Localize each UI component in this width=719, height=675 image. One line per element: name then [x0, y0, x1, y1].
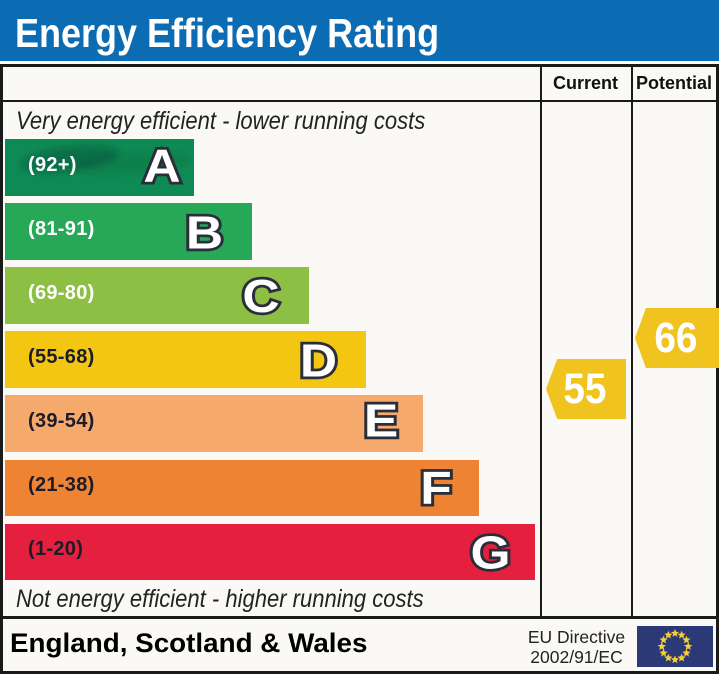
svg-text:A: A [143, 141, 180, 192]
svg-text:F: F [420, 463, 451, 514]
svg-text:C: C [242, 271, 279, 322]
svg-text:G: G [470, 528, 510, 579]
svg-text:E: E [364, 396, 398, 447]
svg-text:D: D [300, 336, 337, 387]
svg-text:B: B [186, 208, 223, 259]
